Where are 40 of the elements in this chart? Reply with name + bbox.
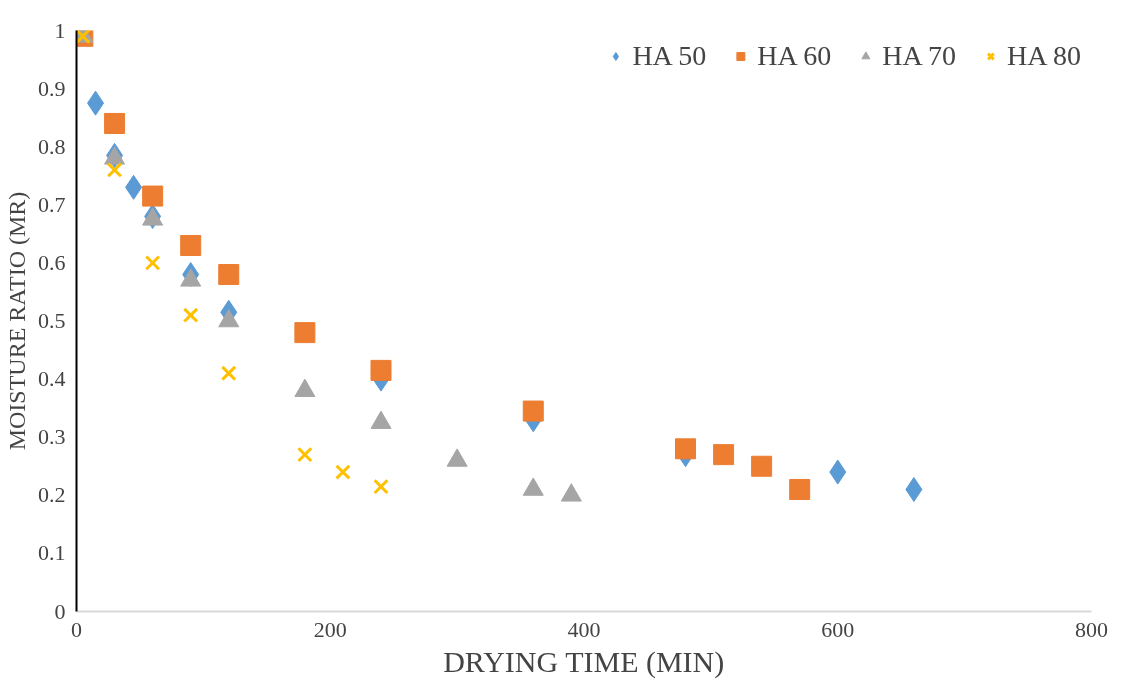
y-tick-label: 0.5 <box>38 308 66 333</box>
point <box>335 464 351 480</box>
point <box>220 365 237 382</box>
y-tick-label: 0.6 <box>38 249 66 275</box>
point <box>218 264 240 286</box>
legend-label: HA 80 <box>1007 40 1081 72</box>
point <box>180 234 202 256</box>
x-tick-label: 800 <box>1075 616 1108 642</box>
point <box>789 478 811 500</box>
point <box>294 322 316 344</box>
x-tick-label: 400 <box>567 616 601 642</box>
y-axis-title: MOISTURE RATIO (MR) <box>4 191 30 451</box>
point <box>370 359 392 381</box>
point <box>144 255 161 271</box>
y-tick-label: 0.2 <box>38 482 66 508</box>
y-tick-label: 0.9 <box>38 75 66 101</box>
point <box>297 446 313 463</box>
legend-label: HA 50 <box>632 40 707 72</box>
y-tick-label: 0 <box>54 598 66 624</box>
x-tick-label: 600 <box>821 616 855 642</box>
y-tick-label: 0.1 <box>38 540 66 566</box>
legend-label: HA 60 <box>757 40 832 72</box>
x-tick-label: 0 <box>71 616 82 642</box>
point <box>675 438 696 460</box>
point <box>522 400 544 422</box>
x-axis-title: DRYING TIME (MIN) <box>443 644 725 679</box>
point <box>713 444 735 466</box>
legend-label: HA 70 <box>882 40 957 72</box>
y-tick-label: 0.4 <box>38 366 66 392</box>
y-tick-label: 0.7 <box>38 191 66 217</box>
point <box>142 185 164 207</box>
y-tick-label: 1 <box>54 17 66 43</box>
y-tick-label: 0.8 <box>38 133 66 159</box>
point <box>106 162 123 178</box>
point <box>104 112 126 134</box>
point <box>751 455 773 477</box>
point <box>373 478 389 495</box>
x-tick-label: 200 <box>313 616 347 642</box>
point <box>182 307 199 324</box>
y-tick-label: 0.3 <box>38 424 66 450</box>
